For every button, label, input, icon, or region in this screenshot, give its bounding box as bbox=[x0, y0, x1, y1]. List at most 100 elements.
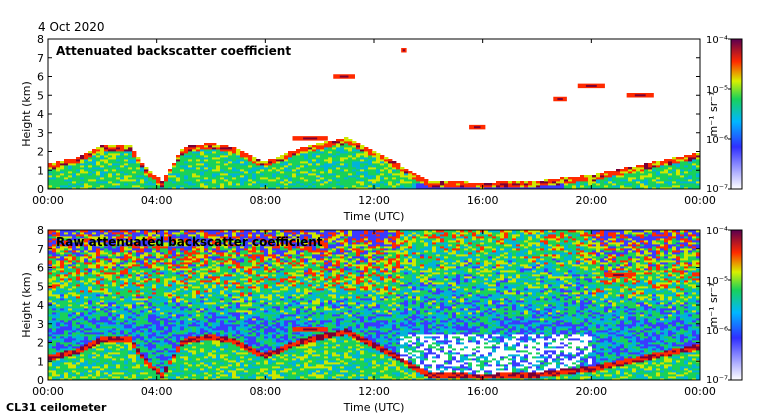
heatmap-cell bbox=[48, 165, 53, 168]
heatmap-cell bbox=[520, 187, 525, 190]
heatmap-cell bbox=[116, 360, 121, 363]
heatmap-cell bbox=[96, 300, 101, 303]
heatmap-cell bbox=[396, 173, 401, 176]
heatmap-cell bbox=[188, 173, 193, 176]
heatmap-cell bbox=[256, 177, 261, 180]
heatmap-cell bbox=[100, 376, 105, 379]
heatmap-cell bbox=[84, 302, 89, 305]
heatmap-cell bbox=[236, 173, 241, 176]
heatmap-cell bbox=[60, 376, 65, 379]
heatmap-cell bbox=[52, 342, 57, 345]
heatmap-cell bbox=[68, 292, 73, 295]
heatmap-cell bbox=[72, 254, 77, 257]
heatmap-cell bbox=[48, 280, 53, 283]
heatmap-cell bbox=[688, 161, 693, 164]
heatmap-cell bbox=[680, 181, 685, 184]
heatmap-cell bbox=[312, 177, 317, 180]
heatmap-cell bbox=[588, 181, 593, 184]
heatmap-cell bbox=[124, 171, 129, 174]
heatmap-cell bbox=[340, 157, 345, 160]
heatmap-cell bbox=[192, 177, 197, 180]
heatmap-cell bbox=[184, 185, 189, 188]
heatmap-cell bbox=[52, 286, 57, 289]
heatmap-cell bbox=[128, 155, 133, 158]
heatmap-cell bbox=[364, 167, 369, 170]
heatmap-cell bbox=[352, 179, 357, 182]
heatmap-cell bbox=[248, 181, 253, 184]
heatmap-cell bbox=[596, 181, 601, 184]
heatmap-cell bbox=[192, 167, 197, 170]
heatmap-cell bbox=[56, 320, 61, 323]
heatmap-cell bbox=[396, 183, 401, 186]
heatmap-cell bbox=[72, 310, 77, 313]
heatmap-cell bbox=[88, 169, 93, 172]
heatmap-cell bbox=[676, 181, 681, 184]
heatmap-cell bbox=[92, 230, 97, 233]
heatmap-cell bbox=[56, 358, 61, 361]
heatmap-cell bbox=[64, 304, 69, 307]
heatmap-cell bbox=[312, 187, 317, 190]
heatmap-cell bbox=[64, 187, 69, 190]
heatmap-cell bbox=[424, 181, 429, 184]
heatmap-cell bbox=[100, 342, 105, 345]
heatmap-cell bbox=[212, 177, 217, 180]
heatmap-cell bbox=[268, 183, 273, 186]
heatmap-cell bbox=[76, 276, 81, 279]
heatmap-cell bbox=[88, 161, 93, 164]
heatmap-cell bbox=[508, 181, 513, 184]
heatmap-cell bbox=[292, 155, 297, 158]
heatmap-cell bbox=[424, 185, 429, 188]
heatmap-cell bbox=[96, 344, 101, 347]
heatmap-cell bbox=[68, 348, 73, 351]
heatmap-cell bbox=[60, 260, 65, 263]
heatmap-cell bbox=[56, 282, 61, 285]
heatmap-cell bbox=[60, 280, 65, 283]
heatmap-cell bbox=[340, 179, 345, 182]
heatmap-cell bbox=[340, 163, 345, 166]
heatmap-cell bbox=[96, 276, 101, 279]
heatmap-cell bbox=[328, 181, 333, 184]
heatmap-cell bbox=[316, 143, 321, 146]
heatmap-cell bbox=[624, 167, 629, 170]
heatmap-cell bbox=[88, 264, 93, 267]
heatmap-cell bbox=[104, 187, 109, 190]
heatmap-cell bbox=[88, 344, 93, 347]
heatmap-cell bbox=[112, 292, 117, 295]
heatmap-cell bbox=[352, 147, 357, 150]
heatmap-cell bbox=[68, 356, 73, 359]
heatmap-cell bbox=[392, 185, 397, 188]
heatmap-cell bbox=[396, 177, 401, 180]
heatmap-cell bbox=[248, 157, 253, 160]
heatmap-cell bbox=[120, 175, 125, 178]
heatmap-cell bbox=[116, 266, 121, 269]
heatmap-cell bbox=[204, 161, 209, 164]
heatmap-cell bbox=[340, 143, 345, 146]
heatmap-cell bbox=[656, 163, 661, 166]
heatmap-cell bbox=[116, 320, 121, 323]
heatmap-cell bbox=[100, 175, 105, 178]
heatmap-cell bbox=[76, 266, 81, 269]
heatmap-cell bbox=[244, 185, 249, 188]
heatmap-cell bbox=[528, 183, 533, 186]
heatmap-cell bbox=[112, 348, 117, 351]
heatmap-cell bbox=[72, 171, 77, 174]
heatmap-cell bbox=[108, 171, 113, 174]
heatmap-cell bbox=[148, 171, 153, 174]
heatmap-cell bbox=[64, 270, 69, 273]
heatmap-cell bbox=[68, 302, 73, 305]
heatmap-cell bbox=[384, 175, 389, 178]
heatmap-cell bbox=[104, 358, 109, 361]
heatmap-cell bbox=[616, 173, 621, 176]
heatmap-cell bbox=[108, 312, 113, 315]
heatmap-cell bbox=[400, 177, 405, 180]
heatmap-cell bbox=[108, 340, 113, 343]
heatmap-cell bbox=[112, 286, 117, 289]
heatmap-cell bbox=[692, 155, 697, 158]
heatmap-cell bbox=[312, 147, 317, 150]
heatmap-cell bbox=[48, 368, 53, 371]
heatmap-cell bbox=[52, 284, 57, 287]
heatmap-cell bbox=[252, 163, 257, 166]
heatmap-cell bbox=[176, 159, 181, 162]
heatmap-cell bbox=[220, 169, 225, 172]
heatmap-cell bbox=[540, 185, 545, 188]
